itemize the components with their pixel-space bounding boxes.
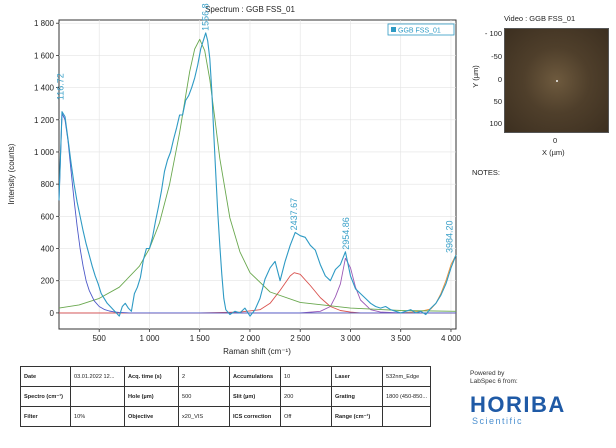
grid — [59, 20, 456, 329]
param-key: Slit (µm) — [229, 386, 281, 407]
param-key: Laser — [331, 366, 383, 387]
video-y-tick: 0 — [497, 75, 502, 84]
x-tick-label: 2 000 — [240, 334, 261, 343]
video-y-tick: - 100 — [484, 29, 502, 38]
legend-label: GGB FSS_01 — [398, 28, 441, 35]
video-panel: Video : GGB FSS_01 - 100 -50 0 50 100 Y … — [466, 12, 612, 162]
fit-component-line — [58, 38, 457, 312]
param-value: 1800 (450-850... — [381, 386, 432, 407]
legend-box — [387, 23, 455, 36]
y-axis-label: Intensity (counts) — [7, 143, 16, 204]
video-x-label: X (µm) — [542, 148, 565, 157]
x-tick-label: 500 — [93, 334, 107, 343]
y-tick-label: 200 — [41, 277, 55, 286]
video-y-tick: 100 — [489, 119, 502, 128]
x-tick-label: 1 000 — [139, 334, 160, 343]
table-row: Filter 10% Objective x20_VIS ICS correct… — [20, 406, 432, 427]
y-tick-label: 400 — [41, 245, 55, 254]
laser-spot-marker — [556, 80, 558, 82]
param-key: Objective — [124, 406, 179, 427]
video-y-tick: 50 — [493, 97, 502, 106]
notes-label: NOTES: — [472, 168, 500, 177]
param-value — [381, 406, 432, 427]
table-row: Spectro (cm⁻¹) Hole (µm) 500 Slit (µm) 2… — [20, 386, 432, 407]
x-tick-label: 2 500 — [290, 334, 311, 343]
brand-block: Powered by LabSpec 6 from: HORIBA Scient… — [470, 370, 610, 426]
spectrum-chart: Spectrum : GGB FSS_01 500 1 000 1 500 2 000… — [7, 3, 462, 356]
param-key: Date — [20, 366, 71, 387]
plot-frame — [58, 19, 457, 330]
y-tick-label: 1 200 — [34, 116, 55, 125]
param-key: ICS correction — [229, 406, 281, 427]
param-value: 2 — [178, 366, 230, 387]
param-value: 10 — [280, 366, 332, 387]
series-lines — [58, 32, 457, 317]
acquisition-parameters-table: Date 03.01.2022 12... Acq. time (s) 2 Ac… — [20, 366, 432, 427]
spectrum-series-line — [58, 32, 457, 317]
powered-line: Powered by — [470, 370, 505, 377]
param-key: Accumulations — [229, 366, 281, 387]
powered-line: LabSpec 6 from: — [470, 378, 518, 385]
param-key: Hole (µm) — [124, 386, 179, 407]
param-value — [70, 386, 125, 407]
video-y-tick: -50 — [491, 52, 502, 61]
x-tick-label: 4 000 — [441, 334, 462, 343]
peak-label: 1556.8 — [200, 3, 210, 31]
param-value: 10% — [70, 406, 125, 427]
video-y-label: Y (µm) — [470, 65, 480, 88]
peak-label: 2954.86 — [341, 217, 351, 250]
peak-label: 3984.20 — [444, 220, 454, 253]
param-key: Spectro (cm⁻¹) — [20, 386, 71, 407]
param-value: 532nm_Edge — [381, 366, 432, 387]
y-tick-label: 800 — [41, 180, 55, 189]
powered-by-text: Powered by LabSpec 6 from: — [470, 370, 610, 386]
x-tick-label: 3 000 — [340, 334, 361, 343]
x-axis-ticks: 500 1 000 1 500 2 000 2 500 3 000 3 500 4 000 — [93, 329, 462, 343]
legend[interactable]: GGB FSS_01 — [387, 23, 455, 36]
y-axis-ticks: 0 200 400 600 800 1 000 1 200 1 400 1 600 1 800 — [34, 19, 59, 318]
param-key: Filter — [20, 406, 71, 427]
legend-swatch — [391, 27, 396, 32]
y-tick-label: 600 — [41, 212, 55, 221]
y-tick-label: 1 600 — [34, 51, 55, 60]
param-value: x20_VIS — [178, 406, 230, 427]
param-key: Grating — [331, 386, 383, 407]
fit-component-line — [59, 272, 456, 314]
peak-annotations: 116.72 1556.8 2437.67 2954.86 3984.20 — [56, 3, 455, 253]
x-tick-label: 3 500 — [391, 334, 412, 343]
y-tick-label: 1 400 — [34, 84, 55, 93]
peak-label: 2437.67 — [289, 198, 299, 231]
table-row: Date 03.01.2022 12... Acq. time (s) 2 Ac… — [20, 366, 432, 387]
chart-title: Spectrum : GGB FSS_01 — [205, 5, 295, 14]
video-x-tick: 0 — [553, 136, 558, 145]
param-key: Acq. time (s) — [124, 366, 179, 387]
logo-tagline: Scientific — [472, 416, 524, 426]
param-value: 03.01.2022 12... — [70, 366, 125, 387]
param-value: Off — [280, 406, 332, 427]
param-key: Range (cm⁻¹) — [331, 406, 383, 427]
fit-component-line — [58, 112, 456, 314]
y-tick-label: 1 800 — [34, 19, 55, 28]
y-tick-label: 1 000 — [34, 148, 55, 157]
video-image[interactable] — [504, 28, 609, 133]
x-axis-label: Raman shift (cm⁻¹) — [223, 347, 291, 356]
horiba-logo: HORIBA — [470, 392, 566, 417]
peak-label: 116.72 — [56, 73, 66, 100]
param-value: 500 — [178, 386, 230, 407]
x-tick-label: 1 500 — [190, 334, 211, 343]
param-value: 200 — [280, 386, 332, 407]
y-tick-label: 0 — [50, 309, 55, 318]
video-title: Video : GGB FSS_01 — [504, 14, 576, 23]
